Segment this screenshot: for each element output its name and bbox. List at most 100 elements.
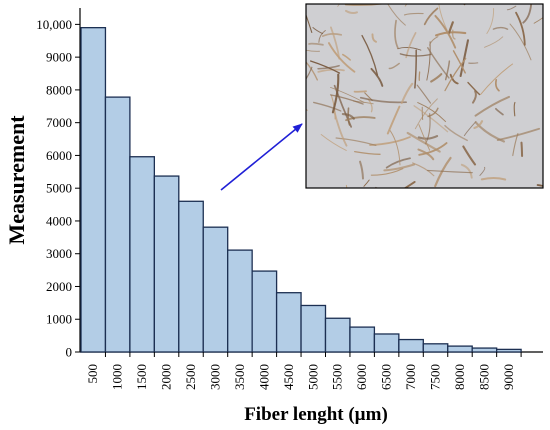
y-tick-label: 5000 (46, 181, 72, 196)
fiber-strand (434, 156, 452, 188)
fiber-strand (412, 162, 435, 177)
x-tick-label: 6000 (354, 364, 369, 390)
fiber-strand (459, 39, 470, 78)
fiber-strand (430, 73, 443, 83)
bar (104, 96, 131, 353)
fiber-strand (480, 63, 514, 95)
x-tick-label: 6500 (379, 364, 394, 390)
fiber-strand (471, 90, 477, 104)
bar (251, 270, 278, 353)
fiber-strand (426, 41, 431, 81)
bar (80, 27, 107, 353)
fiber-strand (306, 61, 318, 81)
bar (324, 317, 351, 353)
x-axis-title: Fiber lenght (µm) (244, 404, 388, 425)
fiber-strand (438, 4, 448, 31)
fiber-strand (429, 36, 439, 46)
fiber-strand (452, 50, 466, 74)
fiber-strand (345, 184, 348, 188)
fiber-strand (389, 130, 401, 166)
y-axis-title: Measurement (4, 115, 29, 245)
x-tick-label: 9000 (501, 364, 516, 390)
fiber-strand (460, 163, 473, 179)
x-tick-label: 3500 (232, 364, 247, 390)
bars (80, 27, 522, 353)
fiber-strand (496, 127, 541, 141)
bar (153, 175, 180, 353)
fiber-strand (331, 73, 340, 114)
fiber-strand (370, 168, 404, 176)
fiber-strand (383, 163, 416, 172)
fiber-strand (385, 157, 411, 169)
y-tick-label: 10,000 (36, 17, 72, 32)
fiber-strand (484, 36, 504, 48)
fiber-strand (306, 13, 313, 33)
x-tick-label: 5500 (330, 364, 345, 390)
fiber-strand (427, 169, 473, 174)
fiber-strand (449, 73, 459, 85)
fiber-strand (473, 120, 484, 130)
fiber-strand (317, 64, 340, 70)
x-tick-label: 8000 (452, 364, 467, 390)
bar (129, 156, 155, 353)
fiber-strand (495, 107, 504, 116)
fiber-strand (447, 21, 454, 35)
y-tick-label: 0 (66, 345, 73, 360)
fiber-strand (313, 101, 342, 112)
x-tick-label: 2000 (159, 364, 174, 390)
fiber-strand (363, 179, 370, 187)
fiber-strand (344, 4, 386, 6)
bar (398, 338, 424, 353)
fiber-strand (386, 105, 401, 135)
fiber-strand (418, 124, 431, 151)
bar (471, 347, 498, 353)
fiber-strand (486, 8, 495, 34)
y-tick-label: 9000 (46, 50, 72, 65)
fiber-strand (330, 26, 341, 60)
bar (202, 226, 229, 353)
fiber-strand (444, 124, 468, 142)
fiber-strand (312, 27, 324, 35)
fiber-strand (416, 84, 432, 104)
y-ticks: 0 1000 2000 3000 4000 5000 6000 7000 8000 9000 10,… (36, 17, 80, 360)
x-tick-label: 1500 (134, 364, 149, 390)
fiber-strand (347, 107, 351, 126)
bar (349, 326, 376, 353)
fiber-strand (359, 160, 364, 180)
fiber-strand (403, 12, 424, 16)
fiber-strand (506, 5, 517, 11)
fiber-strand (333, 110, 348, 147)
fiber-strand (403, 180, 416, 188)
fiber-strand (414, 98, 438, 130)
fiber-strand (329, 94, 364, 105)
x-tick-label: 2500 (183, 364, 198, 390)
y-tick-label: 8000 (46, 82, 72, 97)
fiber-strand (341, 113, 355, 120)
fiber-strand (444, 57, 467, 92)
x-tick-label: 1000 (110, 364, 125, 390)
bar (447, 345, 473, 353)
bar (495, 348, 522, 353)
fiber-strand (306, 108, 308, 111)
fiber-strand (444, 60, 451, 81)
x-tick-label: 7500 (428, 364, 443, 390)
fiber-strand (495, 79, 500, 92)
fiber-strand (371, 33, 378, 43)
fiber-strand (335, 137, 377, 146)
fiber-strand (309, 60, 341, 74)
x-tick-label: 4500 (281, 364, 296, 390)
fiber-strand (388, 62, 400, 70)
bar (275, 292, 302, 353)
fiber-strand (370, 67, 384, 87)
fiber-strand (480, 176, 507, 181)
y-tick-label: 6000 (46, 148, 72, 163)
fiber-strand (536, 184, 543, 187)
fiber-strand (509, 23, 532, 61)
y-tick-label: 1000 (46, 312, 72, 327)
fiber-strand (425, 113, 431, 145)
bar (300, 304, 327, 353)
x-tick-label: 4000 (256, 364, 271, 390)
y-tick-label: 2000 (46, 279, 72, 294)
